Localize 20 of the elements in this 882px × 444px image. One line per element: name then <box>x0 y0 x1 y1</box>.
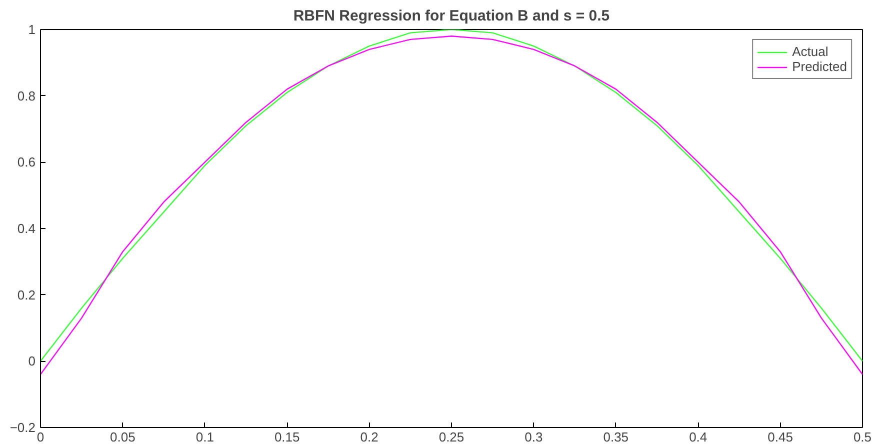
x-tick-label: 0.35 <box>603 430 629 444</box>
y-tick-label: 0.6 <box>17 154 36 170</box>
x-tick-label: 0.25 <box>438 430 464 444</box>
x-tick-label: 0.2 <box>360 430 378 444</box>
chart-title: RBFN Regression for Equation B and s = 0.5 <box>293 8 610 24</box>
x-tick-label: 0.15 <box>274 430 300 444</box>
legend-label: Actual <box>792 44 828 59</box>
y-tick-label: 1 <box>28 22 36 37</box>
x-tick-label: 0.1 <box>196 430 214 444</box>
x-tick-label: 0.3 <box>524 430 543 444</box>
legend-label: Predicted <box>792 59 847 74</box>
y-tick-label: 0.8 <box>17 88 36 104</box>
y-tick-label: −0.2 <box>10 420 36 435</box>
x-tick-label: 0.4 <box>689 430 708 444</box>
x-tick-label: 0.05 <box>110 430 136 444</box>
x-tick-label: 0.45 <box>768 430 793 444</box>
y-tick-label: 0 <box>28 354 36 369</box>
y-tick-label: 0.2 <box>17 287 36 302</box>
x-tick-label: 0.5 <box>853 430 872 444</box>
y-tick-label: 0.4 <box>17 221 36 236</box>
